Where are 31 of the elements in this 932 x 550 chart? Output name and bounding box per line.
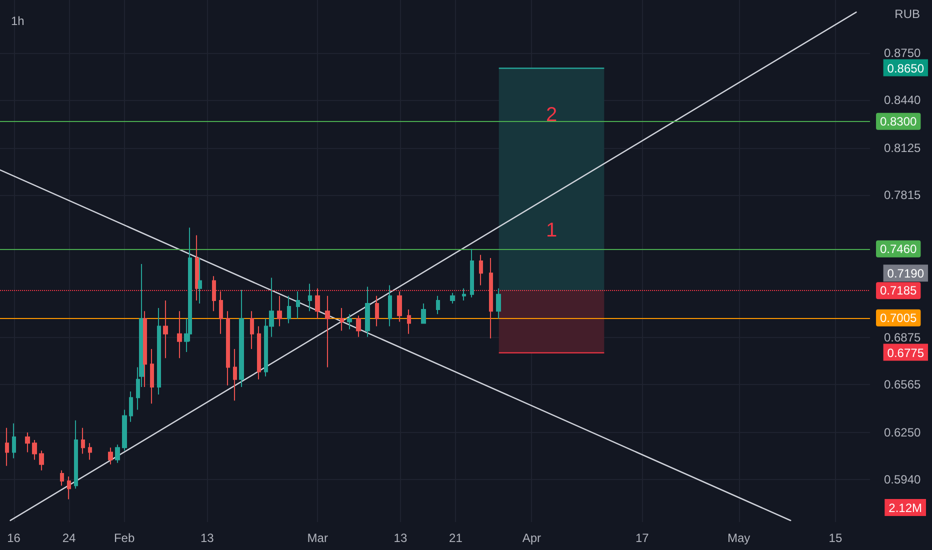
x-tick-label: 15	[828, 531, 842, 545]
x-tick-label: 13	[200, 531, 214, 545]
x-tick-label: 24	[62, 531, 76, 545]
y-tick-label: 0.6565	[884, 378, 922, 392]
y-tick-label: 0.8750	[884, 46, 922, 60]
x-tick-label: 17	[635, 531, 650, 545]
x-tick-label: 21	[449, 531, 463, 545]
y-tick-label: 0.8125	[884, 140, 922, 155]
text: 1h	[11, 14, 24, 28]
y-tick-label: 0.7815	[884, 188, 922, 202]
text: 0.7190	[887, 266, 924, 281]
y-axis-title: RUB	[894, 7, 920, 21]
x-tick-label: 13	[394, 531, 408, 545]
text: 2.12M	[888, 501, 922, 515]
annotation: 2	[546, 104, 558, 126]
annotation: 1	[546, 220, 558, 242]
x-tick-label: Apr	[522, 531, 542, 545]
text: 0.6775	[887, 346, 924, 360]
y-tick-label: 0.5940	[884, 472, 922, 487]
y-tick-label: 0.6250	[884, 425, 922, 440]
x-tick-label: Feb	[114, 531, 135, 545]
y-tick-label: 0.8440	[884, 93, 922, 108]
x-tick-label: Mar	[307, 531, 328, 545]
text: 0.8650	[887, 61, 924, 76]
ref-line-label: 0.8300	[880, 114, 918, 128]
x-tick-label: 16	[7, 531, 21, 545]
x-tick-label: May	[727, 531, 750, 545]
ref-line-label: 0.7185	[880, 284, 918, 298]
ref-line-label: 0.7460	[880, 242, 918, 256]
y-tick-label: 0.6875	[884, 330, 922, 345]
ref-line-label: 0.7005	[880, 310, 918, 325]
